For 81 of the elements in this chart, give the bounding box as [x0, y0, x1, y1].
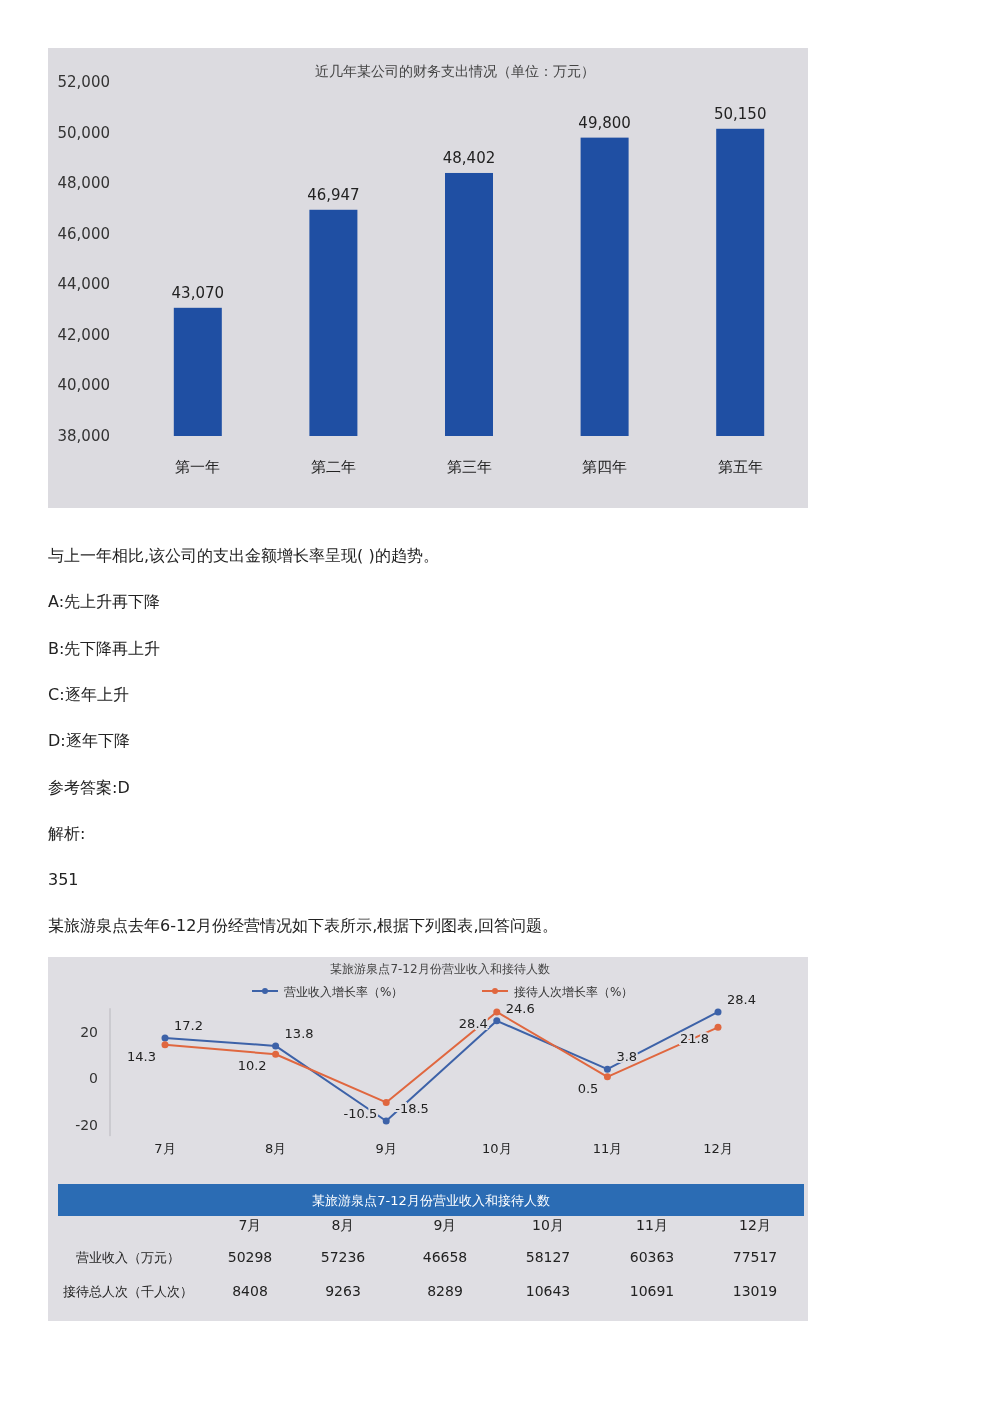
x-tick-label: 第二年: [310, 458, 356, 476]
data-label: 46658: [422, 1249, 468, 1265]
point: [161, 1041, 169, 1049]
x-tick-label: 第三年: [446, 458, 492, 476]
y-tick-label: 48,000: [57, 174, 110, 193]
point: [272, 1042, 280, 1050]
data-label: 49,800: [578, 113, 631, 132]
point: [714, 1023, 722, 1031]
data-label: 10.2: [237, 1058, 267, 1074]
y-tick-label: 52,000: [57, 73, 110, 91]
data-label: 13019: [732, 1283, 778, 1299]
x-tick-label: 第五年: [717, 458, 763, 476]
data-label: 43,070: [171, 283, 225, 302]
data-label: 28.4: [727, 991, 756, 1007]
x-tick-label: 7月: [154, 1141, 176, 1156]
data-label: 0.5: [577, 1080, 599, 1096]
y-tick-label: 50,000: [57, 123, 110, 142]
point: [493, 1008, 501, 1016]
data-label: 17.2: [174, 1018, 203, 1034]
data-label: 46,947: [307, 185, 360, 204]
text: A:先上升再下降: [48, 592, 161, 612]
point: [382, 1098, 390, 1106]
x-tick-label: 12月: [703, 1141, 733, 1156]
point: [161, 1034, 169, 1042]
text: 与上一年相比,该公司的支出金额增长率呈现( )的趋势。: [48, 546, 439, 565]
x-tick-label: 10月: [532, 1217, 564, 1233]
data-label: 8408: [232, 1283, 268, 1299]
data-label: 58127: [525, 1249, 571, 1265]
chart-title: 近几年某公司的财务支出情况（单位：万元）: [315, 63, 595, 79]
x-tick-label: 12月: [739, 1217, 771, 1233]
y-tick-label: 营业收入（万元）: [76, 1250, 180, 1265]
x-tick-label: 9月: [433, 1217, 457, 1233]
data-label: 48,402: [442, 148, 496, 167]
text: D:逐年下降: [48, 731, 130, 751]
x-tick-label: 9月: [375, 1141, 397, 1156]
legend-label: 营业收入增长率（%）: [284, 985, 404, 999]
data-label: 8289: [427, 1283, 463, 1299]
data-label: 24.6: [505, 1000, 535, 1016]
x-tick-label: 11月: [592, 1141, 623, 1156]
point: [272, 1050, 280, 1058]
x-tick-label: 7月: [238, 1217, 262, 1233]
text: 解析:: [48, 823, 86, 843]
x-tick-label: 第一年: [175, 458, 221, 476]
chart-title: 某旅游泉点7-12月份营业收入和接待人数: [330, 962, 550, 976]
point: [603, 1073, 611, 1081]
point: [603, 1065, 611, 1073]
text: 参考答案:D: [48, 777, 130, 797]
y-tick-label: 40,000: [57, 376, 110, 395]
y-tick-label: 42,000: [57, 325, 110, 344]
data-label: 10691: [629, 1283, 675, 1299]
y-tick-label: 0: [89, 1070, 98, 1086]
x-tick-label: 第四年: [582, 458, 628, 476]
data-label: 13.8: [284, 1025, 314, 1041]
x-tick-label: 10月: [482, 1141, 512, 1156]
y-tick-label: 接待总人次（千人次）: [63, 1284, 193, 1299]
x-tick-label: 8月: [264, 1141, 287, 1156]
point: [382, 1117, 390, 1125]
text: B:先下降再上升: [48, 638, 161, 658]
data-label: 57236: [320, 1249, 366, 1265]
x-tick-label: 11月: [636, 1217, 668, 1233]
text: 351: [48, 870, 79, 890]
data-label: 10643: [525, 1283, 571, 1299]
y-tick-label: -20: [75, 1116, 98, 1133]
text: 某旅游泉点去年6-12月份经营情况如下表所示,根据下列图表,回答问题。: [48, 916, 559, 935]
chart-title: 某旅游泉点7-12月份营业收入和接待人数: [312, 1193, 550, 1208]
text: C:逐年上升: [48, 684, 129, 704]
data-label: -10.5: [343, 1106, 378, 1122]
data-label: 50,150: [713, 104, 767, 123]
point: [493, 1017, 501, 1025]
data-label: 77517: [732, 1249, 778, 1265]
point: [714, 1008, 722, 1016]
data-label: 50298: [227, 1249, 273, 1265]
data-label: 60363: [629, 1249, 675, 1265]
legend-label: 接待人次增长率（%）: [514, 985, 634, 999]
data-label: 14.3: [127, 1048, 156, 1064]
y-tick-label: 46,000: [57, 224, 110, 243]
data-label: 9263: [325, 1283, 361, 1299]
y-tick-label: 38,000: [57, 427, 110, 445]
x-tick-label: 8月: [331, 1217, 355, 1233]
y-tick-label: 44,000: [57, 275, 110, 294]
y-tick-label: 20: [80, 1023, 98, 1040]
